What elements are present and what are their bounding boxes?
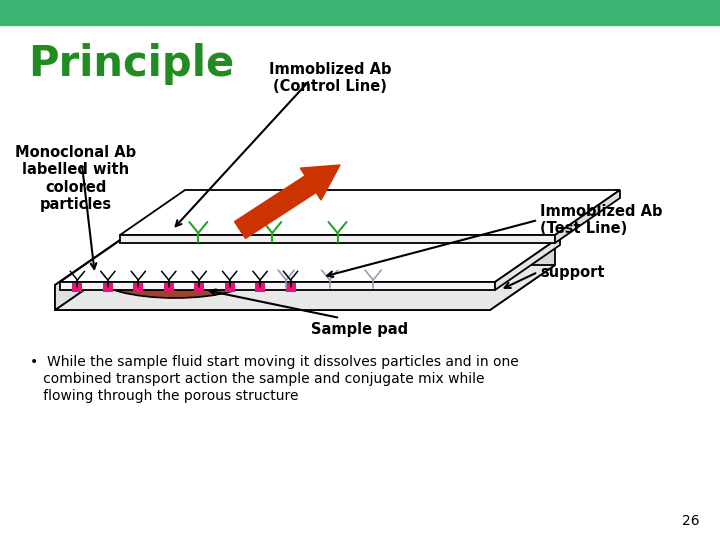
Polygon shape bbox=[55, 240, 555, 285]
Bar bbox=[0, 0, 720, 25]
Polygon shape bbox=[495, 237, 560, 290]
Ellipse shape bbox=[97, 256, 253, 298]
Polygon shape bbox=[555, 190, 620, 243]
Bar bbox=[255, 283, 265, 292]
Bar bbox=[225, 283, 235, 292]
Text: •  While the sample fluid start moving it dissolves particles and in one: • While the sample fluid start moving it… bbox=[30, 355, 518, 369]
Polygon shape bbox=[60, 282, 495, 290]
Polygon shape bbox=[55, 265, 555, 310]
Text: flowing through the porous structure: flowing through the porous structure bbox=[30, 389, 299, 403]
Polygon shape bbox=[490, 240, 555, 310]
Bar bbox=[286, 283, 295, 292]
Text: Immoblized Ab
(Test Line): Immoblized Ab (Test Line) bbox=[540, 204, 662, 236]
Polygon shape bbox=[120, 235, 555, 243]
Bar bbox=[103, 283, 113, 292]
Bar bbox=[73, 283, 82, 292]
Polygon shape bbox=[55, 240, 120, 310]
Bar bbox=[133, 283, 143, 292]
Polygon shape bbox=[60, 237, 560, 282]
Text: Immoblized Ab
(Control Line): Immoblized Ab (Control Line) bbox=[269, 62, 391, 94]
FancyArrow shape bbox=[235, 165, 340, 238]
Text: Sample pad: Sample pad bbox=[312, 322, 408, 337]
Bar bbox=[194, 283, 204, 292]
Polygon shape bbox=[120, 190, 620, 235]
Text: support: support bbox=[540, 265, 605, 280]
Text: Principle: Principle bbox=[28, 43, 234, 85]
Polygon shape bbox=[55, 285, 490, 310]
Text: Monoclonal Ab
labelled with
colored
particles: Monoclonal Ab labelled with colored part… bbox=[15, 145, 136, 212]
Text: 26: 26 bbox=[683, 514, 700, 528]
Text: combined transport action the sample and conjugate mix while: combined transport action the sample and… bbox=[30, 372, 485, 386]
Bar bbox=[163, 283, 174, 292]
